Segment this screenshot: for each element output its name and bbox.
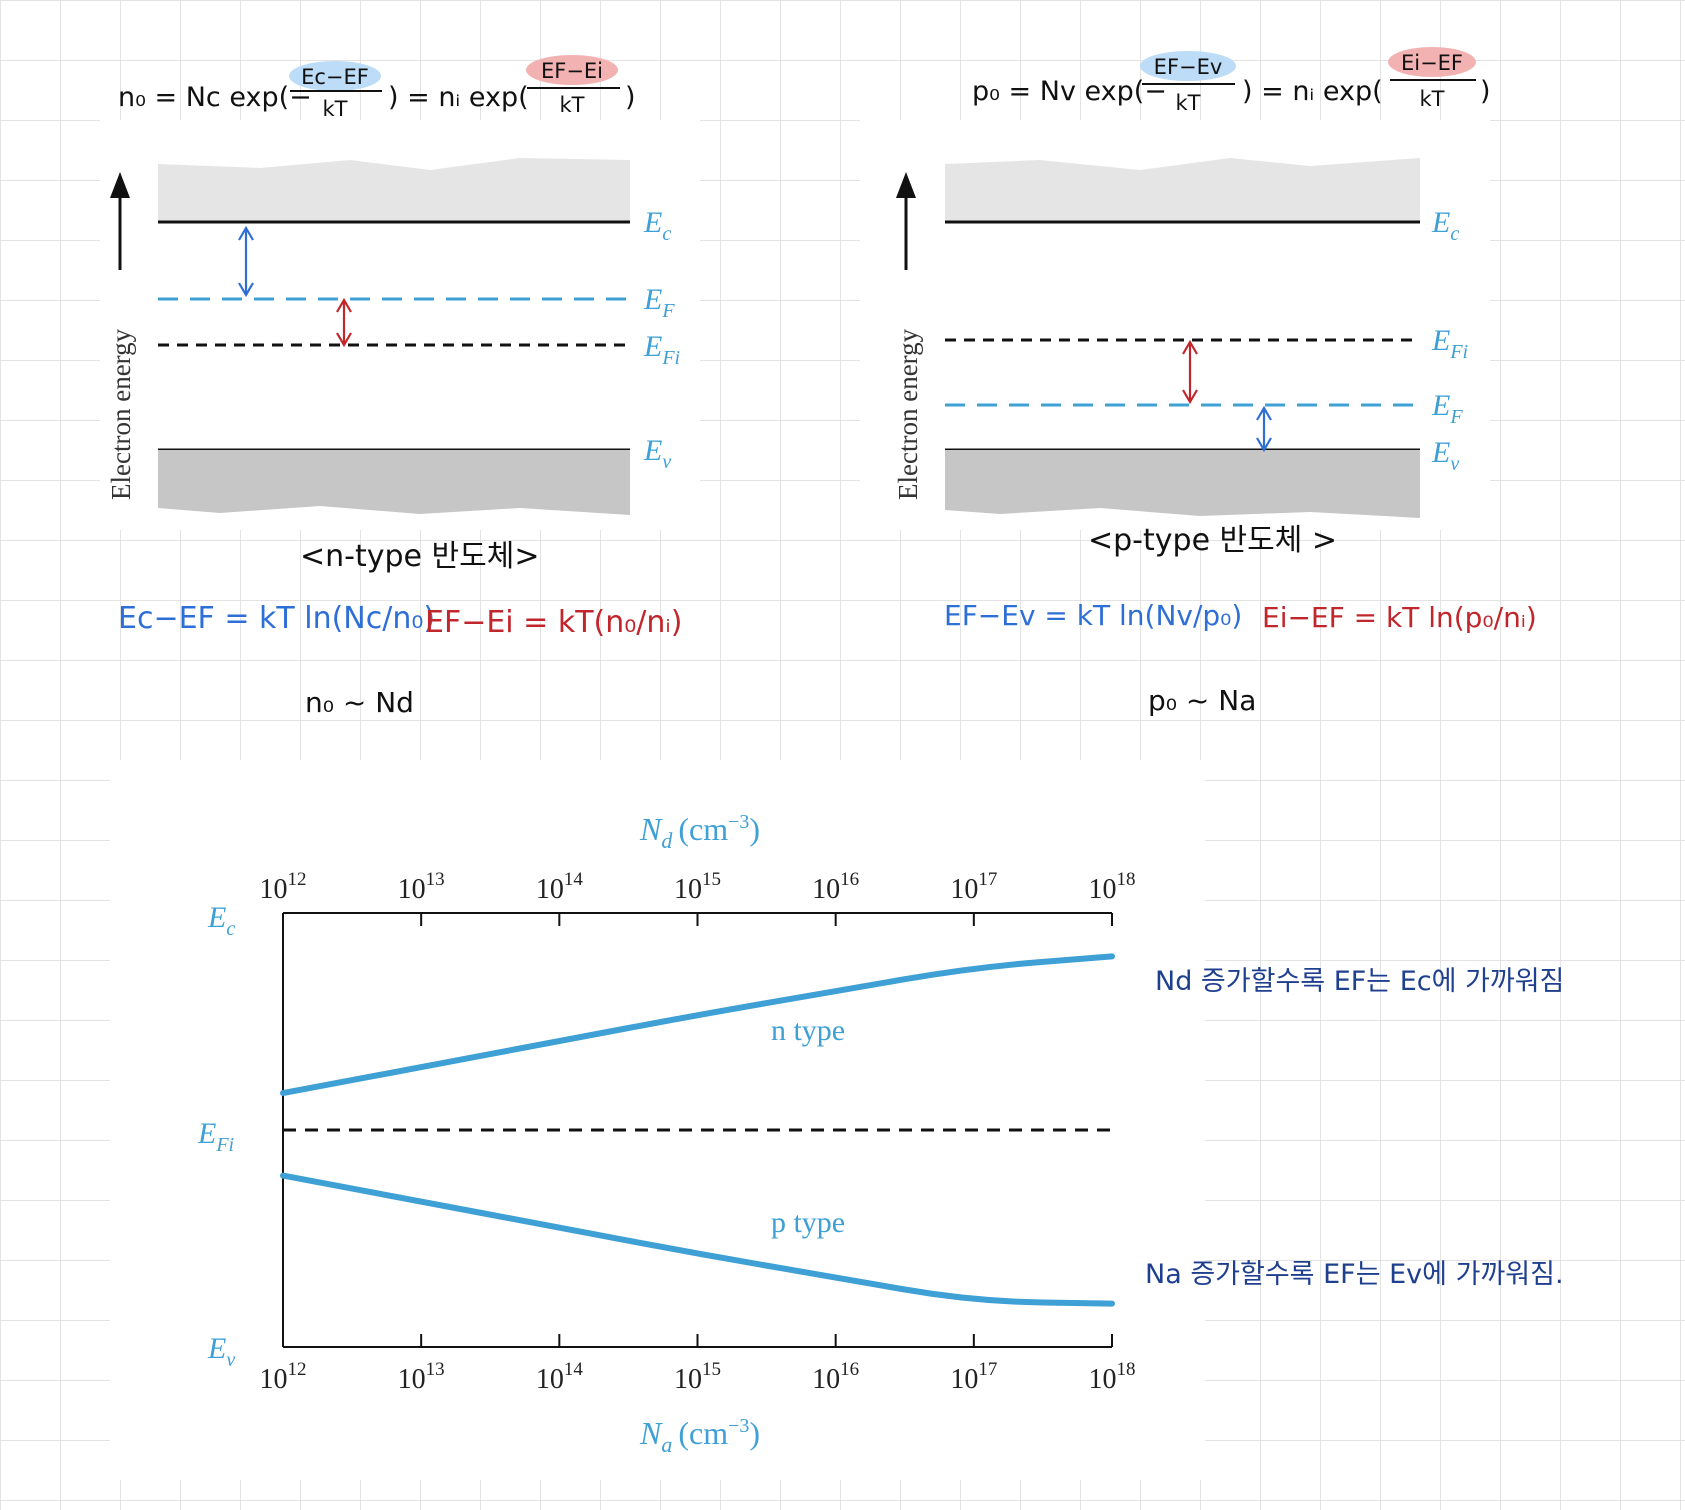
n-ec-ef-arrowhead-top [238, 225, 254, 241]
p-caption: <p-type 반도체 > [1088, 523, 1337, 558]
n-ev-label: Ev [643, 434, 671, 473]
p-valence-band [945, 450, 1420, 518]
n-formula-lhs: n₀ = Nc exp(− [118, 82, 312, 113]
y-label-efi: EFi [197, 1117, 234, 1156]
n-efi-label: EFi [643, 330, 680, 369]
n-formula-mid: ) = nᵢ exp( [388, 82, 529, 113]
series-label-n-type: n type [771, 1014, 845, 1047]
p-eq-blue: EF−Ev = kT ln(Nv/p₀) [944, 599, 1242, 632]
top-tick-label: 1016 [812, 869, 859, 905]
p-formula-end: ) [1480, 76, 1491, 107]
p-formula-num1: EF−Ev [1154, 55, 1223, 79]
p-ev-label: Ev [1431, 436, 1459, 475]
p-eq-red: Ei−EF = kT ln(p₀/nᵢ) [1262, 601, 1537, 634]
p-ylabel: Electron energy [893, 328, 923, 500]
p-formula-highlight-red [1388, 47, 1476, 77]
n-formula-num1: Ec−EF [301, 65, 369, 89]
bottom-tick-label: 1015 [674, 1359, 721, 1395]
n-ec-label: Ec [643, 206, 671, 245]
annotation-p: Na 증가할수록 EF는 Ev에 가까워짐. [1145, 1259, 1564, 1290]
n-caption: <n-type 반도체> [300, 539, 539, 574]
p-formula-den2: kT [1420, 87, 1445, 111]
bottom-tick-label: 1013 [398, 1359, 445, 1395]
n-valence-band [158, 450, 630, 515]
p-energy-arrowhead [896, 172, 916, 198]
n-formula-num2: EF−Ei [541, 59, 603, 83]
n-eq-blue: Ec−EF = kT ln(Nc/n₀) [118, 601, 435, 636]
top-tick-label: 1013 [398, 869, 445, 905]
p-ei-ef-arrowhead-top [1182, 339, 1198, 355]
series-line-p-type [280, 1172, 1115, 1307]
top-tick-label: 1012 [260, 869, 307, 905]
series-label-p-type: p type [771, 1206, 845, 1239]
n-note: n₀ ~ Nd [305, 686, 414, 719]
n-formula-highlight-blue [289, 61, 381, 91]
n-ef-ei-arrowhead-top [336, 297, 352, 313]
y-label-ev: Ev [207, 1332, 235, 1371]
p-ef-label: EF [1431, 389, 1463, 428]
p-efi-label: EFi [1431, 324, 1468, 363]
p-formula-lhs: p₀ = Nv exp(− [972, 76, 1167, 107]
top-tick-label: 1018 [1089, 869, 1136, 905]
n-formula-highlight-red [526, 55, 618, 85]
bottom-tick-label: 1012 [260, 1359, 307, 1395]
p-ef-ev-arrowhead-top [1256, 405, 1272, 421]
n-ylabel: Electron energy [106, 328, 136, 500]
top-tick-label: 1015 [674, 869, 721, 905]
p-formula-num2: Ei−EF [1401, 51, 1463, 75]
p-formula-den1: kT [1176, 91, 1201, 115]
p-ec-label: Ec [1431, 206, 1459, 245]
annotation-n: Nd 증가할수록 EF는 Ec에 가까워짐 [1155, 966, 1564, 997]
y-label-ec: Ec [207, 901, 235, 940]
n-formula-end: ) [625, 82, 636, 113]
n-ef-label: EF [643, 283, 675, 322]
n-formula-den1: kT [323, 97, 348, 121]
n-formula-den2: kT [560, 93, 585, 117]
p-conduction-band [945, 158, 1420, 222]
chart-panel [110, 760, 1205, 1480]
top-axis-title: Nd (cm−3) [639, 811, 760, 853]
p-ef-ev-arrowhead-bottom [1256, 437, 1272, 453]
bottom-tick-label: 1017 [950, 1359, 997, 1395]
top-tick-label: 1014 [536, 869, 584, 905]
n-conduction-band [158, 158, 630, 222]
bottom-axis-title: Na (cm−3) [639, 1415, 760, 1457]
bottom-tick-label: 1018 [1089, 1359, 1136, 1395]
p-formula-mid: ) = nᵢ exp( [1242, 76, 1383, 107]
series-line-n-type [280, 953, 1115, 1097]
bottom-tick-label: 1016 [812, 1359, 859, 1395]
n-energy-arrowhead [110, 172, 130, 198]
p-formula-highlight-blue [1140, 51, 1236, 81]
n-ec-ef-arrowhead-bottom [238, 282, 254, 298]
p-ei-ef-arrowhead-bottom [1182, 389, 1198, 405]
top-tick-label: 1017 [950, 869, 997, 905]
p-note: p₀ ~ Na [1148, 684, 1256, 717]
n-ef-ei-arrowhead-bottom [336, 332, 352, 348]
n-eq-red: EF−Ei = kT(n₀/nᵢ) [425, 605, 682, 640]
bottom-tick-label: 1014 [536, 1359, 584, 1395]
